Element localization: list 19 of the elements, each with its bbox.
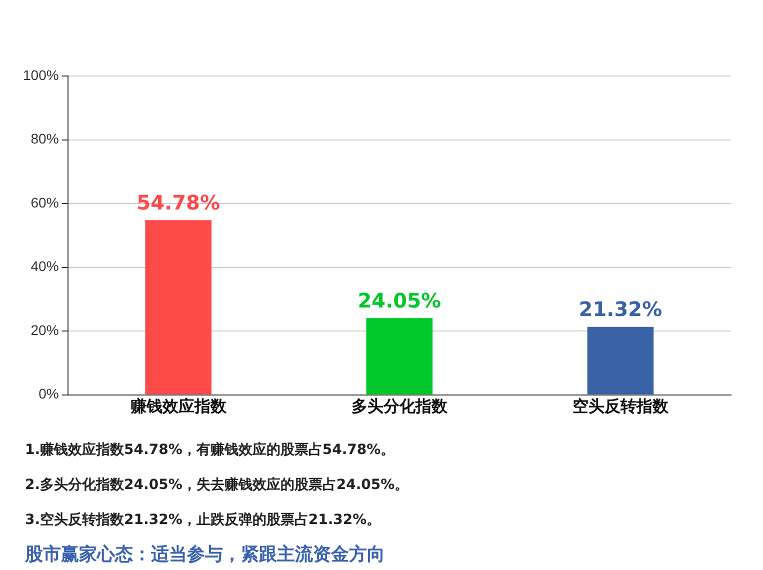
text: 3.空头反转指数21.32%，止跌反弹的股票占21.32%。 [25,510,382,530]
data-label: 24.05% [358,288,442,312]
x-tick-label: 多头分化指数 [351,396,448,416]
y-tick-label: 80% [30,130,59,147]
text: 2.多头分化指数24.05%，失去赚钱效应的股票占24.05%。 [25,476,409,495]
bar [366,318,433,394]
y-tick-label: 0% [38,386,59,402]
bar [587,326,654,394]
text: 股市赢家心态：适当参与，紧跟主流资金方向 [25,543,386,567]
y-tick-label: 40% [30,258,59,274]
y-tick-label: 20% [30,322,59,338]
x-tick-label: 空头反转指数 [572,396,670,416]
y-tick-label: 60% [30,194,59,210]
x-tick-label: 赚钱效应指数 [129,396,228,416]
data-label: 54.78% [136,190,220,214]
bar [145,220,212,394]
data-label: 21.32% [578,297,662,322]
y-tick-label: 100% [22,66,59,83]
text: 1.赚钱效应指数54.78%，有赚钱效应的股票占54.78%。 [25,440,396,460]
